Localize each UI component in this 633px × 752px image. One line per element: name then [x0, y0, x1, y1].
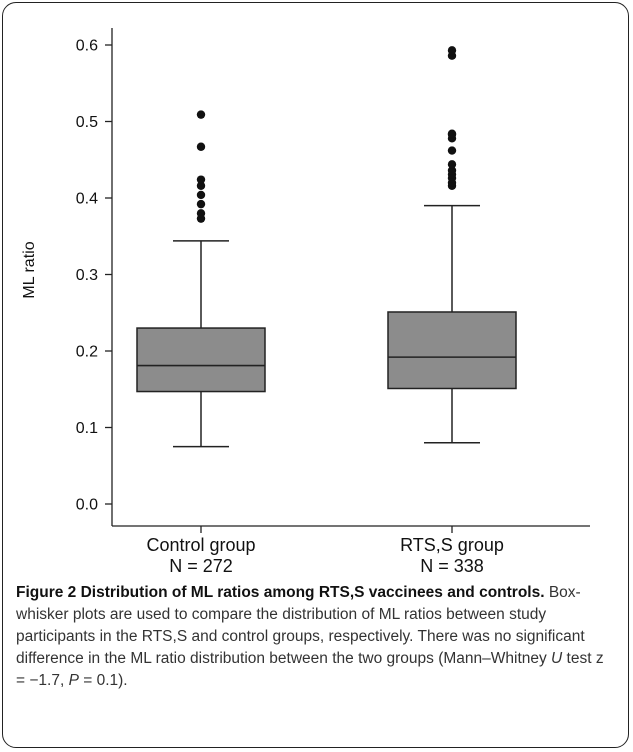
y-axis-label: ML ratio [21, 241, 38, 298]
outlier-point [196, 142, 206, 151]
axes: 0.0 0.1 0.2 0.3 0.4 0.5 0.6 [76, 28, 590, 527]
caption-p-value: = 0.1). [78, 672, 128, 689]
y-tick-label: 0.5 [76, 114, 98, 131]
caption-u-symbol: U [551, 650, 563, 667]
outlier-point [447, 46, 457, 55]
outlier-point [447, 166, 457, 175]
outlier-point [447, 129, 457, 138]
x-category-count: N = 338 [420, 556, 484, 576]
outlier-point [196, 175, 206, 184]
y-tick-label: 0.4 [76, 191, 98, 208]
outlier-point [196, 181, 206, 190]
y-tick-label: 0.0 [76, 497, 98, 514]
x-category-label: RTS,S group [400, 535, 504, 555]
caption-test-stat: test z = −1.7, [16, 650, 604, 689]
figure-caption: Figure 2 Distribution of ML ratios among… [16, 582, 616, 692]
outlier-point [196, 190, 206, 200]
outlier-point [196, 199, 206, 209]
iqr-box [136, 327, 266, 393]
outlier-point [196, 209, 206, 218]
y-tick-label: 0.1 [76, 420, 98, 437]
y-tick-label: 0.3 [76, 267, 98, 284]
outlier-point [447, 146, 457, 155]
outlier-point [447, 160, 457, 169]
caption-body: Box-whisker plots are used to compare th… [16, 584, 585, 667]
y-tick-label: 0.6 [76, 38, 98, 55]
x-category-label: Control group [146, 535, 255, 555]
iqr-box [387, 311, 517, 390]
x-category-count: N = 272 [169, 556, 233, 576]
outlier-point [196, 110, 206, 119]
caption-title: Figure 2 Distribution of ML ratios among… [16, 584, 545, 601]
caption-p-symbol: P [68, 672, 79, 689]
y-tick-label: 0.2 [76, 344, 98, 361]
